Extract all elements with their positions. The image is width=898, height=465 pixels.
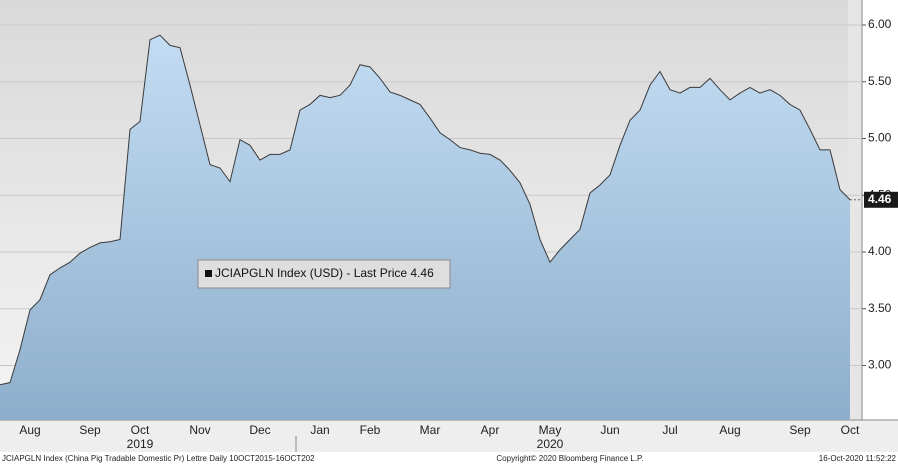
y-tick-label: 5.50 — [868, 74, 892, 88]
y-tick-label: 3.00 — [868, 358, 892, 372]
y-tick-label: 4.00 — [868, 244, 892, 258]
x-axis-area — [0, 420, 898, 452]
x-tick-label: May — [539, 423, 562, 437]
x-tick-label: Feb — [360, 423, 381, 437]
future-strip — [848, 0, 862, 420]
legend-swatch — [205, 270, 212, 277]
footer-center: Copyright© 2020 Bloomberg Finance L.P. — [496, 454, 643, 463]
footer-right: 16-Oct-2020 11:52:22 — [819, 454, 897, 463]
year-label: 2019 — [127, 437, 154, 451]
x-tick-label: Jun — [600, 423, 619, 437]
footer-left: JCIAPGLN Index (China Pig Tradable Domes… — [2, 454, 315, 463]
last-price-label: 4.46 — [868, 192, 892, 206]
x-tick-label: Jan — [310, 423, 329, 437]
x-tick-label: Sep — [79, 423, 101, 437]
y-tick-label: 5.00 — [868, 131, 892, 145]
price-line — [0, 34, 851, 386]
legend-box — [197, 259, 451, 289]
x-tick-label: Aug — [19, 423, 40, 437]
x-tick-label: Nov — [189, 423, 210, 437]
x-tick-label: Apr — [481, 423, 500, 437]
y-axis-area — [862, 0, 898, 420]
x-tick-label: Jul — [662, 423, 677, 437]
footer-area — [0, 452, 898, 465]
x-tick-label: Sep — [789, 423, 811, 437]
legend: JCIAPGLN Index (USD) - Last Price 4.46 — [197, 259, 451, 289]
last-price-box — [864, 191, 898, 208]
plot — [0, 24, 862, 421]
y-tick-label: 6.00 — [868, 17, 892, 31]
legend-label: JCIAPGLN Index (USD) - Last Price 4.46 — [215, 266, 434, 280]
x-tick-label: Aug — [719, 423, 740, 437]
year-label: 2020 — [537, 437, 564, 451]
x-tick-label: Oct — [131, 423, 150, 437]
area-fill — [0, 35, 850, 421]
x-tick-label: Oct — [841, 423, 860, 437]
x-tick-label: Dec — [249, 423, 270, 437]
x-tick-label: Mar — [420, 423, 441, 437]
y-tick-label: 3.50 — [868, 301, 892, 315]
